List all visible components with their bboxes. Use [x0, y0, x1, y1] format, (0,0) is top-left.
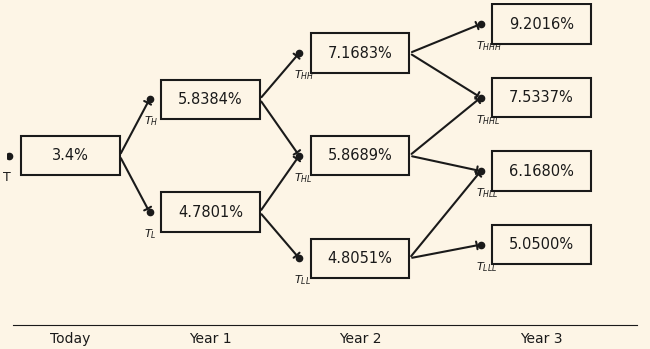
FancyBboxPatch shape	[492, 78, 591, 117]
FancyBboxPatch shape	[492, 151, 591, 191]
Text: Today: Today	[50, 332, 90, 346]
FancyBboxPatch shape	[21, 136, 120, 175]
FancyBboxPatch shape	[492, 225, 591, 264]
Text: $T_{HHL}$: $T_{HHL}$	[476, 113, 500, 127]
Text: 9.2016%: 9.2016%	[509, 16, 574, 31]
FancyBboxPatch shape	[161, 80, 260, 119]
FancyBboxPatch shape	[311, 239, 410, 278]
Text: 7.1683%: 7.1683%	[328, 46, 393, 61]
FancyBboxPatch shape	[161, 192, 260, 232]
Text: 6.1680%: 6.1680%	[509, 164, 574, 179]
Text: 4.8051%: 4.8051%	[328, 251, 393, 266]
Text: $T_{LL}$: $T_{LL}$	[294, 274, 311, 288]
Text: Year 2: Year 2	[339, 332, 382, 346]
Text: T: T	[3, 171, 11, 184]
Text: 7.5337%: 7.5337%	[509, 90, 574, 105]
Text: Year 1: Year 1	[189, 332, 231, 346]
Text: $T_{HL}$: $T_{HL}$	[294, 171, 313, 185]
FancyBboxPatch shape	[311, 136, 410, 175]
Text: 4.7801%: 4.7801%	[178, 205, 243, 220]
FancyBboxPatch shape	[492, 4, 591, 44]
Text: $T_{HLL}$: $T_{HLL}$	[476, 186, 499, 200]
Text: 5.0500%: 5.0500%	[509, 237, 574, 252]
Text: $T_{H}$: $T_{H}$	[144, 115, 159, 128]
Text: Year 3: Year 3	[521, 332, 563, 346]
Text: 5.8384%: 5.8384%	[178, 92, 242, 107]
Text: 5.8689%: 5.8689%	[328, 148, 393, 163]
Text: $T_{HHH}$: $T_{HHH}$	[476, 39, 502, 53]
Text: $T_{HH}$: $T_{HH}$	[294, 68, 315, 82]
Text: 3.4%: 3.4%	[52, 148, 88, 163]
FancyBboxPatch shape	[311, 34, 410, 73]
Text: $T_{L}$: $T_{L}$	[144, 228, 157, 241]
Text: $T_{LLL}$: $T_{LLL}$	[476, 260, 497, 274]
